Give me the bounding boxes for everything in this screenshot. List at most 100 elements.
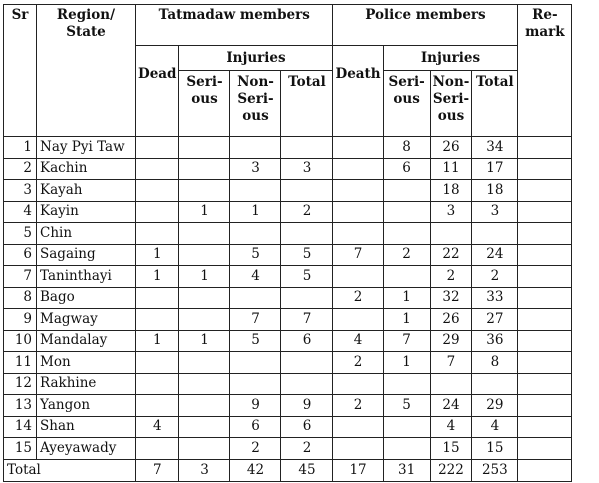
- cell-remark: [517, 437, 573, 460]
- table-row: 8 Bago 2 1 32 33: [3, 286, 573, 309]
- cell-sr: 12: [3, 372, 37, 395]
- table-row: 13 Yangon 9 9 2 5 24 29: [3, 394, 573, 417]
- table-row: 14 Shan 4 6 6 4 4: [3, 415, 573, 438]
- cell-tatmadaw-non-serious: [229, 179, 282, 202]
- cell-tatmadaw-serious: [178, 157, 231, 180]
- cell-tatmadaw-total: [280, 179, 334, 202]
- cell-police-serious: 1: [382, 308, 431, 331]
- cell-remark: [517, 351, 573, 374]
- cell-police-serious: [382, 179, 431, 202]
- header-police-injuries: Injuries: [382, 45, 519, 71]
- cell-remark: [517, 415, 573, 438]
- cell-police-death: [332, 136, 384, 159]
- cell-police-non-serious: 3: [429, 200, 473, 223]
- cell-region: Mon: [36, 351, 136, 374]
- header-tatmadaw-serious: Seri- ous: [178, 70, 231, 137]
- cell-remark: [517, 394, 573, 417]
- cell-tatmadaw-dead: [134, 179, 180, 202]
- cell-police-death: [332, 200, 384, 223]
- cell-police-serious: 6: [382, 157, 431, 180]
- cell-tatmadaw-total: 2: [280, 200, 334, 223]
- totals-tatmadaw-total: 45: [280, 458, 334, 482]
- totals-police-serious: 31: [382, 458, 431, 482]
- cell-police-death: [332, 265, 384, 288]
- cell-police-total: 15: [471, 437, 519, 460]
- cell-police-non-serious: 26: [429, 308, 473, 331]
- cell-sr: 6: [3, 243, 37, 266]
- cell-region: Shan: [36, 415, 136, 438]
- cell-police-non-serious: 7: [429, 351, 473, 374]
- cell-police-non-serious: 4: [429, 415, 473, 438]
- cell-tatmadaw-serious: [178, 415, 231, 438]
- cell-police-serious: 1: [382, 351, 431, 374]
- cell-region: Ayeyawady: [36, 437, 136, 460]
- cell-police-serious: [382, 372, 431, 395]
- cell-police-total: 8: [471, 351, 519, 374]
- cell-police-serious: [382, 437, 431, 460]
- cell-police-death: [332, 157, 384, 180]
- cell-tatmadaw-dead: 1: [134, 243, 180, 266]
- cell-police-non-serious: 26: [429, 136, 473, 159]
- cell-police-total: 3: [471, 200, 519, 223]
- table-row: 5 Chin: [3, 222, 573, 245]
- cell-police-death: [332, 415, 384, 438]
- cell-police-death: [332, 372, 384, 395]
- cell-tatmadaw-non-serious: [229, 286, 282, 309]
- cell-tatmadaw-serious: [178, 437, 231, 460]
- header-police-non-serious: Non- Seri- ous: [429, 70, 473, 137]
- cell-tatmadaw-non-serious: 4: [229, 265, 282, 288]
- cell-police-total: 36: [471, 329, 519, 352]
- cell-tatmadaw-serious: 1: [178, 329, 231, 352]
- cell-tatmadaw-total: [280, 136, 334, 159]
- cell-remark: [517, 265, 573, 288]
- header-tatmadaw-total: Total: [280, 70, 334, 137]
- cell-tatmadaw-dead: [134, 286, 180, 309]
- cell-police-total: [471, 372, 519, 395]
- header-tatmadaw-non-serious: Non- Seri- ous: [229, 70, 282, 137]
- cell-police-non-serious: 29: [429, 329, 473, 352]
- cell-tatmadaw-non-serious: 9: [229, 394, 282, 417]
- cell-tatmadaw-serious: [178, 222, 231, 245]
- totals-remark: [517, 458, 573, 482]
- cell-police-non-serious: 18: [429, 179, 473, 202]
- totals-row: Total 7 3 42 45 17 31 222 253: [3, 458, 573, 482]
- cell-region: Chin: [36, 222, 136, 245]
- header-police: Police members: [332, 4, 519, 46]
- table-row: 3 Kayah 18 18: [3, 179, 573, 202]
- cell-police-non-serious: 32: [429, 286, 473, 309]
- cell-remark: [517, 329, 573, 352]
- cell-sr: 14: [3, 415, 37, 438]
- cell-police-serious: [382, 200, 431, 223]
- table-row: 4 Kayin 1 1 2 3 3: [3, 200, 573, 223]
- header-tatmadaw-dead: Dead: [134, 45, 180, 137]
- cell-tatmadaw-dead: 4: [134, 415, 180, 438]
- table-row: 12 Rakhine: [3, 372, 573, 395]
- table-row: 2 Kachin 3 3 6 11 17: [3, 157, 573, 180]
- cell-remark: [517, 157, 573, 180]
- cell-police-serious: [382, 265, 431, 288]
- cell-tatmadaw-total: 6: [280, 329, 334, 352]
- cell-police-serious: 5: [382, 394, 431, 417]
- cell-tatmadaw-non-serious: 6: [229, 415, 282, 438]
- cell-police-serious: [382, 222, 431, 245]
- cell-tatmadaw-dead: 1: [134, 329, 180, 352]
- cell-sr: 8: [3, 286, 37, 309]
- cell-tatmadaw-non-serious: 2: [229, 437, 282, 460]
- cell-police-death: 4: [332, 329, 384, 352]
- cell-tatmadaw-total: 7: [280, 308, 334, 331]
- cell-tatmadaw-serious: 1: [178, 200, 231, 223]
- cell-tatmadaw-total: [280, 372, 334, 395]
- cell-tatmadaw-total: 6: [280, 415, 334, 438]
- cell-tatmadaw-non-serious: 3: [229, 157, 282, 180]
- cell-sr: 5: [3, 222, 37, 245]
- cell-tatmadaw-dead: [134, 372, 180, 395]
- cell-sr: 11: [3, 351, 37, 374]
- cell-tatmadaw-dead: [134, 308, 180, 331]
- cell-police-non-serious: 11: [429, 157, 473, 180]
- table-row: 11 Mon 2 1 7 8: [3, 351, 573, 374]
- cell-police-serious: 1: [382, 286, 431, 309]
- cell-police-non-serious: [429, 222, 473, 245]
- cell-police-non-serious: 22: [429, 243, 473, 266]
- cell-remark: [517, 222, 573, 245]
- totals-tatmadaw-non-serious: 42: [229, 458, 282, 482]
